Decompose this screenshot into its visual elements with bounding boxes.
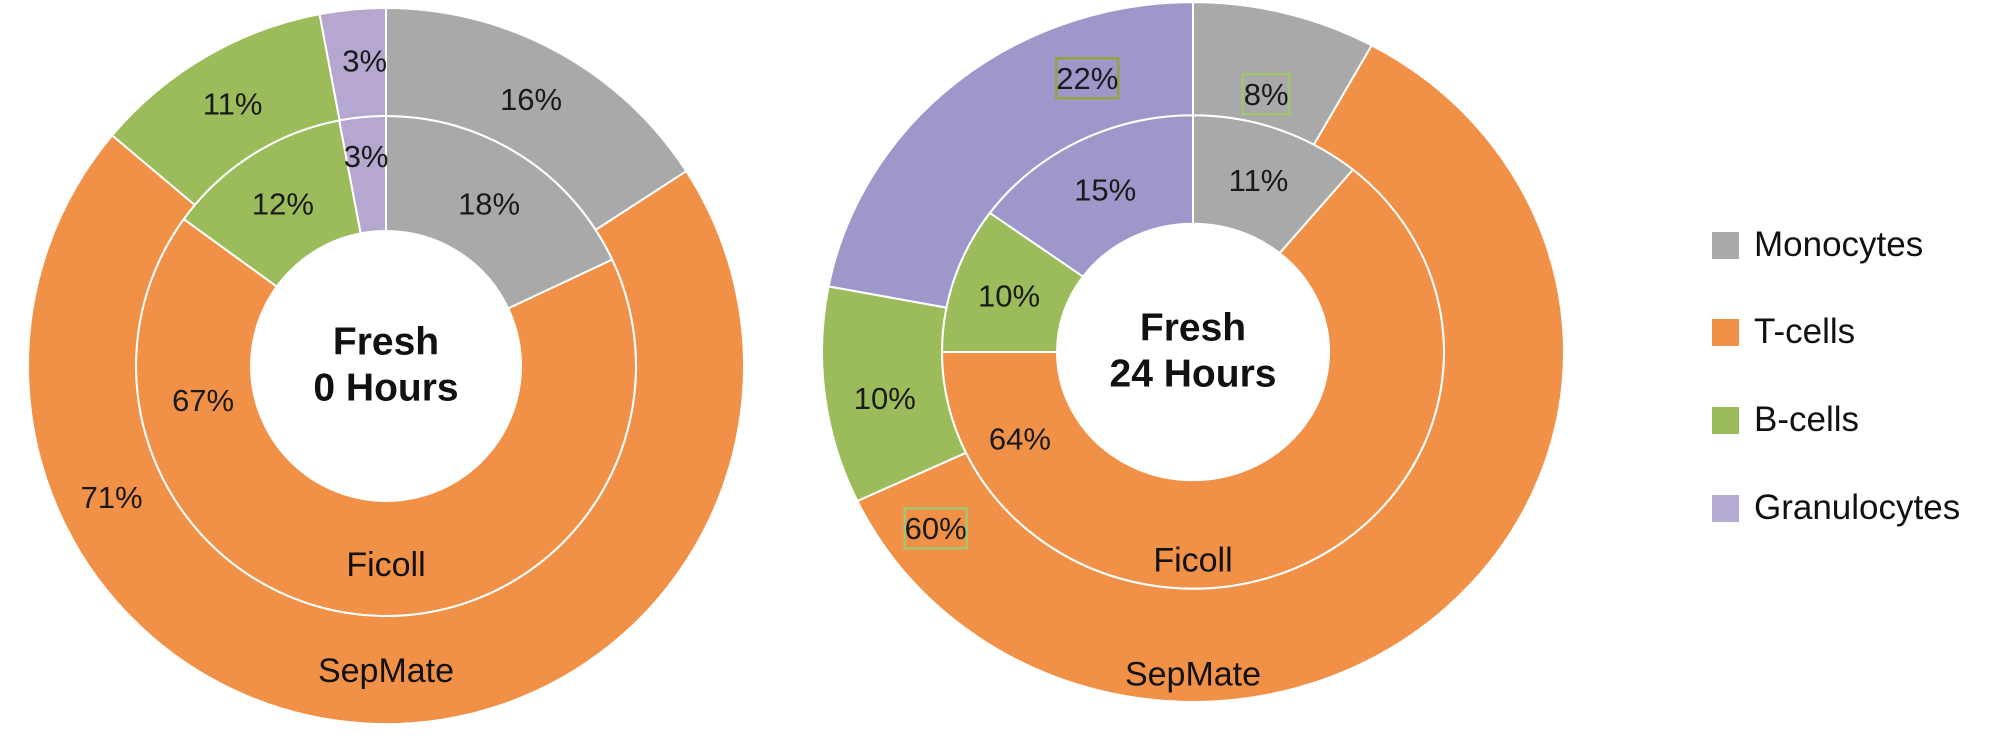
label-sepmate-monocytes: 8%: [1244, 77, 1289, 112]
highlight-box-sepmate-monocytes: [1241, 72, 1291, 116]
legend: Monocytes T-cells B-cells Granulocytes: [1712, 0, 2000, 745]
legend-item-t-cells: T-cells: [1712, 310, 1855, 354]
donut-chart-fresh-24-hours: 11% 64% 10% 15% Ficoll 8% 60% 10% 22% SepMate Fres…: [821, 1, 1565, 703]
legend-label-t-cells: T-cells: [1754, 312, 1856, 351]
slice-sepmate-t-cells: [26, 134, 745, 726]
legend-label-b-cells: B-cells: [1754, 400, 1860, 439]
slice-sepmate-t-cells: [856, 44, 1565, 703]
label-sepmate-b-cells: 11%: [203, 86, 263, 121]
label-ficoll-t-cells: 64%: [989, 422, 1051, 457]
label-ficoll-t-cells: 67%: [172, 383, 234, 418]
ring-label-sepmate: SepMate: [318, 652, 454, 690]
label-ficoll-monocytes: 11%: [1229, 163, 1289, 198]
label-sepmate-t-cells: 71%: [81, 480, 143, 515]
label-sepmate-b-cells: 10%: [854, 381, 916, 416]
legend-label-monocytes: Monocytes: [1754, 225, 1924, 264]
legend-swatch-monocytes: [1712, 231, 1739, 259]
slice-sepmate-granulocytes: [318, 6, 387, 122]
label-sepmate-granulocytes: 22%: [1056, 61, 1118, 96]
label-layer: 11% 64% 10% 15% Ficoll 8% 60% 10% 22% SepMate Fres…: [854, 56, 1291, 694]
center-label-line-1: Fresh: [1140, 307, 1246, 350]
legend-item-monocytes: Monocytes: [1712, 223, 1923, 267]
donut-chart-fresh-0-hours: 18% 67% 12% 3% Ficoll 16% 71% 11% 3% SepMate Fresh…: [26, 6, 745, 726]
center-label-line-2: 24 Hours: [1110, 353, 1277, 396]
label-layer: 18% 67% 12% 3% Ficoll 16% 71% 11% 3% SepMate Fresh…: [81, 44, 563, 690]
legend-item-b-cells: B-cells: [1712, 398, 1859, 442]
highlight-box-sepmate-granulocytes: [1055, 56, 1120, 100]
label-ficoll-monocytes: 18%: [458, 186, 520, 221]
label-ficoll-b-cells: 10%: [978, 278, 1040, 313]
ring-label-ficoll: Ficoll: [1153, 541, 1232, 579]
label-sepmate-monocytes: 16%: [500, 82, 562, 117]
legend-label-granulocytes: Granulocytes: [1754, 488, 1961, 527]
legend-swatch-b-cells: [1712, 406, 1739, 434]
highlight-box-sepmate-t-cells: [903, 507, 968, 550]
legend-swatch-granulocytes: [1712, 494, 1739, 522]
center-label-line-2: 0 Hours: [313, 367, 458, 410]
label-ficoll-granulocytes: 15%: [1074, 172, 1136, 207]
label-ficoll-granulocytes: 3%: [344, 139, 389, 174]
center-label-line-1: Fresh: [333, 321, 439, 364]
label-sepmate-t-cells: 60%: [905, 511, 967, 546]
slice-sepmate-granulocytes: [827, 1, 1194, 309]
label-ficoll-b-cells: 12%: [252, 186, 314, 221]
ring-label-ficoll: Ficoll: [346, 546, 425, 584]
legend-item-granulocytes: Granulocytes: [1712, 486, 1960, 530]
label-sepmate-granulocytes: 3%: [342, 44, 387, 79]
ring-label-sepmate: SepMate: [1125, 656, 1261, 694]
legend-swatch-t-cells: [1712, 318, 1739, 346]
